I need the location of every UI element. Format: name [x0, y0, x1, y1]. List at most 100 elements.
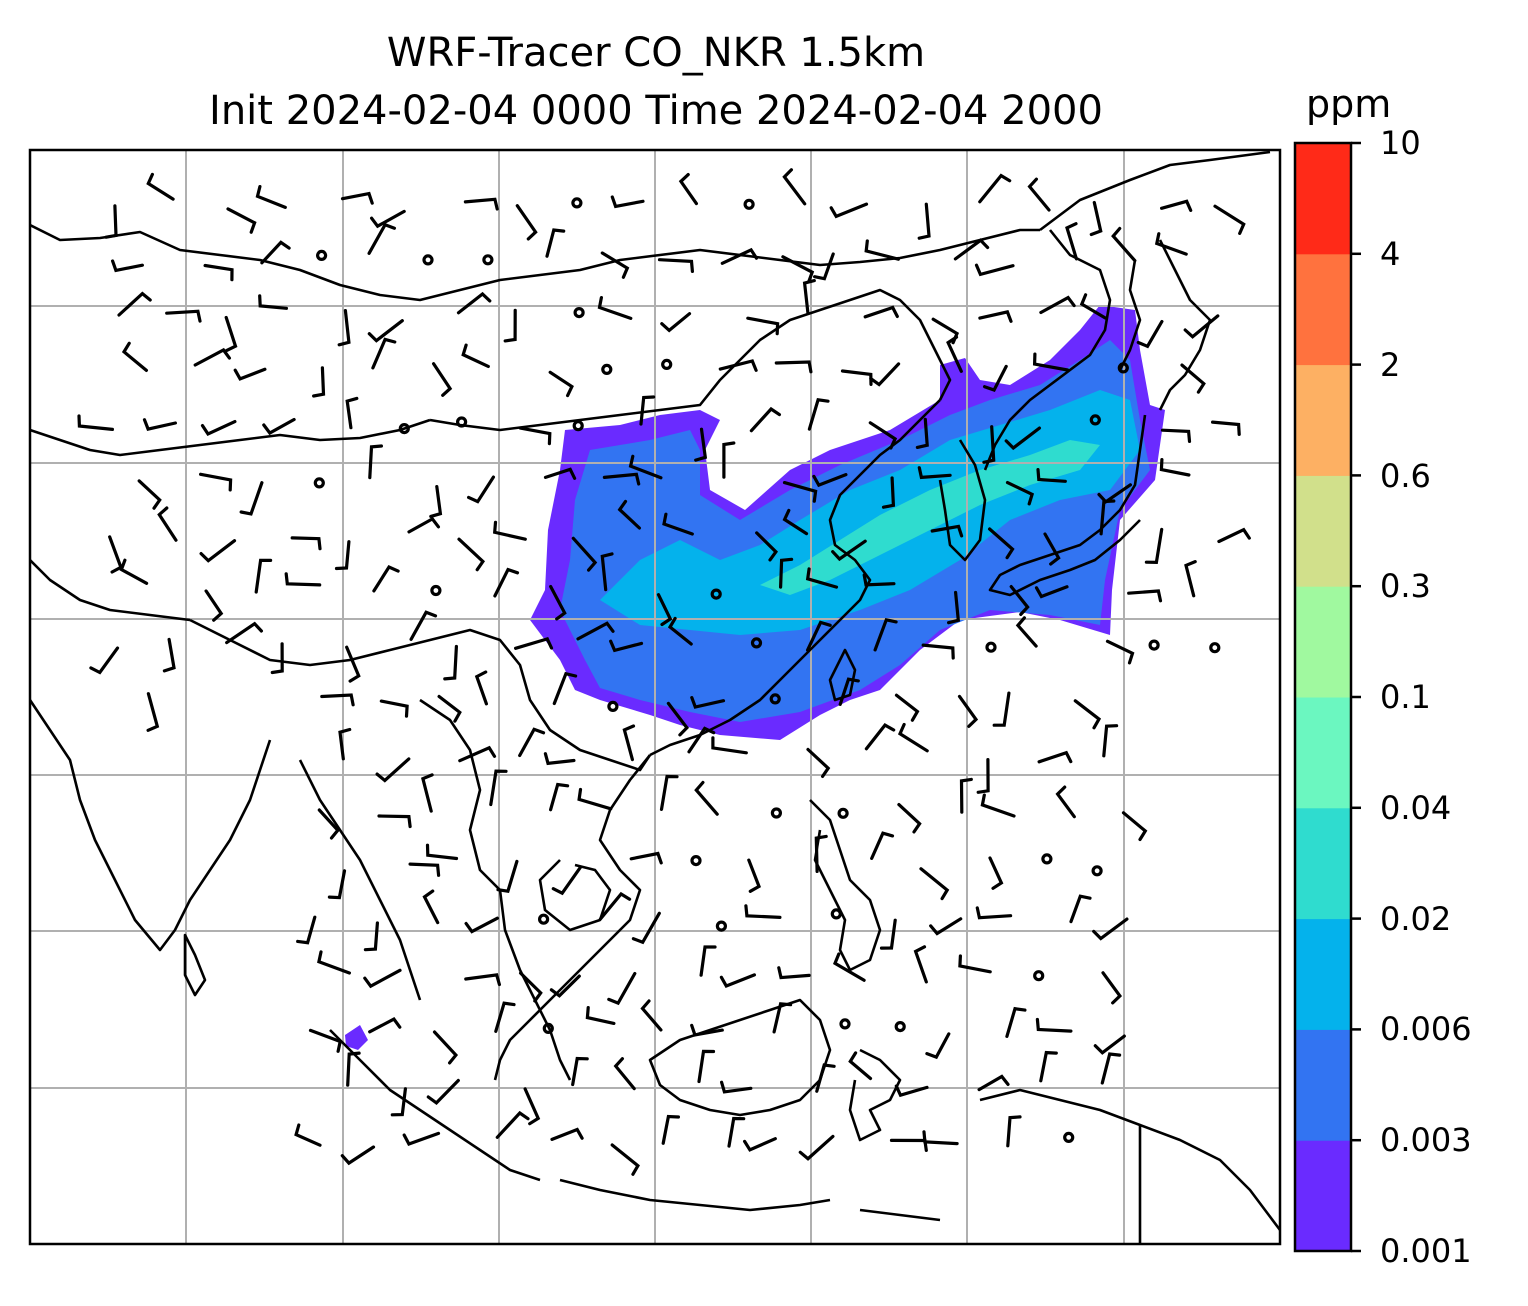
- wind-barb: [743, 1137, 777, 1152]
- wind-barb: [1160, 428, 1192, 443]
- wind-barb: [879, 918, 897, 950]
- wind-barb: [519, 971, 543, 1003]
- wind-barb: [233, 367, 267, 381]
- map-title-line2: Init 2024-02-04 0000 Time 2024-02-04 200…: [209, 88, 1103, 134]
- wind-calm-marker: [542, 1022, 554, 1035]
- colorbar-tick-label: 0.001: [1380, 1232, 1472, 1270]
- wind-calm-marker: [985, 641, 997, 653]
- wind-barb: [577, 787, 613, 811]
- wind-calm-marker: [894, 1020, 906, 1033]
- wind-barb: [829, 202, 869, 219]
- wind-barb: [142, 418, 177, 431]
- wind-barb: [108, 535, 123, 574]
- wind-calm-marker: [456, 416, 468, 428]
- wind-barb: [260, 240, 291, 265]
- wind-barb: [781, 255, 815, 284]
- wind-barb: [894, 1084, 929, 1098]
- wind-barb: [1005, 481, 1035, 506]
- wind-barb: [503, 308, 517, 343]
- wind-barb: [913, 945, 928, 984]
- wind-barb: [1184, 560, 1197, 598]
- wind-barb: [1099, 499, 1116, 536]
- wind-barb: [607, 971, 637, 1006]
- wind-barb: [1105, 639, 1135, 665]
- wind-barb: [690, 1023, 724, 1037]
- wind-barb: [694, 427, 708, 462]
- wind-barb: [694, 780, 719, 816]
- wind-barb: [631, 911, 661, 945]
- wind-barb: [975, 906, 1013, 920]
- wind-barb: [1100, 1052, 1122, 1085]
- wind-barb: [456, 291, 492, 315]
- wind-barb: [774, 360, 813, 374]
- wind-barb: [576, 621, 615, 641]
- wind-barb: [494, 1001, 516, 1033]
- wind-calm-marker: [839, 1018, 851, 1030]
- wind-barb: [426, 1078, 460, 1106]
- wind-barb: [1101, 971, 1123, 1005]
- wind-barb: [312, 366, 326, 398]
- wind-barb: [609, 639, 644, 653]
- wind-barb: [371, 337, 397, 370]
- wind-barb: [308, 1028, 343, 1053]
- wind-barb: [782, 481, 818, 503]
- wind-barb: [812, 473, 848, 488]
- wind-barb: [340, 1145, 376, 1166]
- wind-barb: [974, 263, 1015, 277]
- coastline-sea-of-okhotsk: [983, 229, 1112, 471]
- wind-barb: [868, 421, 898, 450]
- wind-barb: [458, 745, 497, 763]
- wind-barb: [832, 952, 866, 982]
- wind-barb: [199, 472, 233, 492]
- wind-barb: [523, 1087, 541, 1126]
- wind-barb: [1005, 1006, 1027, 1038]
- wind-barb: [585, 1006, 616, 1025]
- wind-barb: [755, 531, 779, 562]
- wind-barb: [225, 621, 263, 645]
- coastline-philippines: [809, 799, 882, 972]
- wind-barb: [777, 966, 811, 980]
- wind-barb: [372, 564, 400, 593]
- wind-barb: [496, 859, 519, 893]
- wind-barb: [226, 207, 257, 234]
- wind-barb: [284, 572, 322, 587]
- wind-barb: [929, 917, 963, 936]
- wind-barb: [1032, 352, 1070, 372]
- wind-barbs: [77, 168, 1251, 1176]
- wind-barb: [165, 309, 202, 323]
- wind-barb: [982, 425, 996, 464]
- coastline-myanmar: [298, 759, 422, 1001]
- wind-barb: [661, 1114, 680, 1145]
- wind-calm-marker: [715, 920, 728, 932]
- coastline-india-bay-of-bengal: [30, 699, 272, 952]
- wind-barb: [629, 851, 663, 865]
- wind-barb: [1035, 1017, 1073, 1033]
- colorbar-band: [1295, 253, 1351, 366]
- wind-barb: [897, 803, 922, 834]
- wind-barb: [1009, 585, 1030, 616]
- wind-barb: [1079, 293, 1107, 320]
- wind-barb: [422, 889, 440, 925]
- plume-mid-layer: [600, 390, 1140, 635]
- wind-barb: [137, 479, 162, 510]
- wind-barb: [798, 1134, 835, 1161]
- wind-barb: [518, 426, 552, 446]
- wind-barb: [1154, 232, 1188, 256]
- wind-barb: [367, 319, 404, 343]
- wind-barb: [340, 191, 374, 205]
- wind-barb: [543, 752, 576, 766]
- wind-barb: [294, 1123, 322, 1147]
- coastline-gulf-of-thailand: [538, 859, 612, 932]
- wind-barb: [425, 843, 459, 861]
- wind-barb: [320, 693, 355, 707]
- coastline-northeast-asia: [1039, 150, 1271, 232]
- wind-barb: [1015, 616, 1038, 648]
- wind-barb: [1213, 204, 1246, 235]
- colorbar-tick-label: 4: [1380, 235, 1401, 273]
- wind-barb: [838, 677, 860, 706]
- coastline-sakhalin: [1118, 259, 1142, 371]
- wind-barb: [548, 370, 574, 398]
- colorbar-band: [1295, 143, 1351, 255]
- wind-calm-marker: [1091, 865, 1103, 877]
- wind-barb: [157, 506, 178, 542]
